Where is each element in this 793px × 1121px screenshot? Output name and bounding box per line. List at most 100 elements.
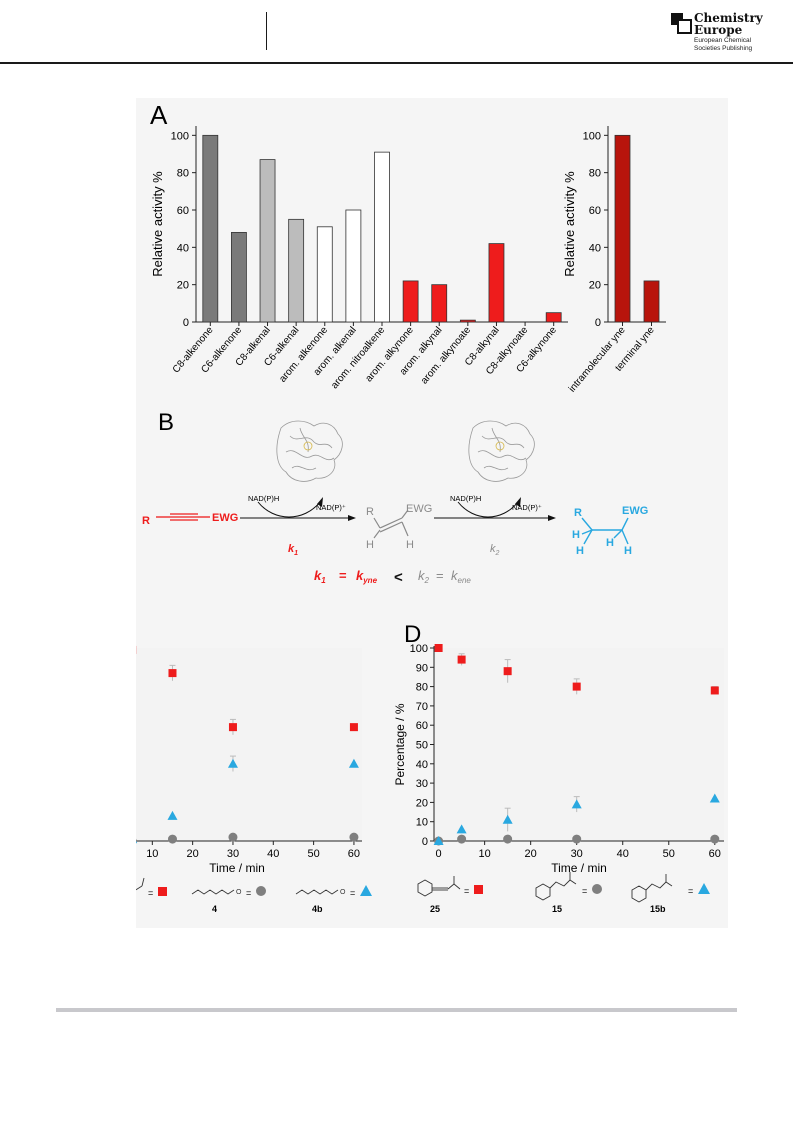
enzyme-structure-icon	[468, 420, 535, 482]
y-tick-label: 80	[589, 168, 601, 180]
chart-c: 01020304050607080901000102030405060Time …	[136, 645, 362, 875]
x-axis-label: Time / min	[209, 861, 265, 875]
k2-label: k2	[490, 543, 500, 557]
legend-blue-triangle	[360, 885, 372, 896]
y-tick-label: 10	[416, 817, 428, 829]
y-tick-label: 100	[583, 130, 601, 142]
plot-area	[136, 648, 362, 841]
intermediate-h-left: H	[366, 539, 374, 551]
compound-25-structure	[417, 876, 461, 897]
bar	[374, 151, 390, 323]
x-tick-label: 30	[571, 848, 583, 860]
reaction-arrow-1: NAD(P)H NAD(P)⁺ k1	[240, 494, 356, 557]
y-tick-label: 100	[171, 130, 189, 142]
x-tick-label: 50	[307, 848, 319, 860]
data-point-circle	[572, 834, 582, 844]
page-header: Chemistry Europe European Chemical Socie…	[0, 0, 793, 64]
x-tick-label: 30	[227, 848, 239, 860]
svg-text:O: O	[340, 889, 346, 896]
reactant-r: R	[142, 515, 150, 527]
y-axis-label: Percentage / %	[393, 703, 407, 785]
data-point-square	[572, 682, 581, 691]
x-tick-label: 40	[617, 848, 629, 860]
logo-title: Chemistry Europe	[694, 11, 763, 37]
legend-compound-25: 25	[430, 904, 440, 914]
y-tick-label: 40	[416, 759, 428, 771]
data-point-square	[457, 655, 466, 664]
y-tick-label: 60	[177, 205, 189, 217]
compound-15-structure	[535, 872, 577, 901]
publisher-logo[interactable]: Chemistry Europe European Chemical Socie…	[670, 12, 780, 56]
rate-k1: k1	[314, 568, 326, 585]
rate-kyne: kyne	[356, 568, 378, 585]
data-point-circle	[503, 834, 513, 844]
panel-c: C 01020304050607080901000102030405060Tim…	[136, 645, 372, 914]
data-point-triangle	[571, 799, 582, 809]
legend-eq-2: =	[246, 888, 251, 898]
panel-b: B R EWG	[142, 409, 648, 586]
legend-eq-1: =	[148, 888, 153, 898]
chemistry-europe-logo-icon	[671, 13, 692, 34]
chart-d: 0 10 20 30 40 50 60 70 80 90 100 0 10 20 30 40 50 60 Time …	[393, 643, 724, 875]
data-point-triangle	[167, 810, 178, 820]
header-rule	[0, 62, 793, 64]
y-tick-label: 100	[410, 643, 428, 655]
y-tick-label: 20	[589, 280, 601, 292]
y-axis-label: Relative activity %	[150, 171, 165, 277]
intermediate-h-right: H	[406, 539, 414, 551]
product-h3: H	[606, 537, 614, 549]
data-point-square	[349, 723, 358, 732]
x-tick-label: 60	[709, 848, 721, 860]
y-tick-label: 50	[416, 740, 428, 752]
product-h4: H	[624, 545, 632, 557]
data-point-square	[228, 723, 237, 732]
y-tick-label: 80	[177, 168, 189, 180]
legend-red-square	[158, 887, 167, 896]
rate-eq1: =	[339, 568, 347, 583]
x-tick-label: 40	[267, 848, 279, 860]
bar	[288, 218, 305, 323]
compound-23-structure	[136, 877, 145, 891]
data-point-circle	[167, 834, 177, 844]
x-tick-label: 50	[663, 848, 675, 860]
legend-eq-3: =	[350, 888, 355, 898]
data-point-triangle	[709, 793, 720, 803]
cofactor-out-2: NAD(P)⁺	[512, 503, 542, 512]
x-tick-label: 10	[479, 848, 491, 860]
cofactor-in-2: NAD(P)H	[450, 494, 481, 503]
y-tick-label: 40	[589, 242, 601, 254]
bar	[431, 284, 448, 323]
x-tick-label: 0	[436, 848, 442, 860]
rate-kene: kene	[451, 568, 471, 585]
svg-text:O: O	[236, 889, 242, 896]
product-r: R	[574, 507, 582, 519]
legend-blue-triangle-d	[698, 883, 710, 894]
alkane-product: R EWG H H H H	[572, 505, 648, 557]
y-tick-label: 80	[416, 682, 428, 694]
y-tick-label: 20	[416, 797, 428, 809]
legend-compound-15b: 15b	[650, 904, 666, 914]
data-point-circle	[349, 832, 359, 842]
y-tick-label: 0	[183, 317, 189, 329]
intermediate-ewg: EWG	[406, 503, 432, 515]
data-point-square	[710, 686, 719, 695]
legend-compound-4: 4	[212, 904, 217, 914]
panel-a-label: A	[150, 100, 168, 130]
legend-compound-4b: 4b	[312, 904, 323, 914]
y-tick-label: 20	[177, 280, 189, 292]
legend-eq-5: =	[582, 886, 587, 896]
alkene-intermediate: R EWG H H	[366, 503, 432, 551]
logo-subtitle: European Chemical Societies Publishing	[694, 37, 753, 52]
x-tick-label: 60	[348, 848, 360, 860]
product-h2: H	[576, 545, 584, 557]
k1-label: k1	[288, 543, 298, 557]
legend-eq-4: =	[464, 886, 469, 896]
bar	[643, 280, 660, 323]
reactant-ewg: EWG	[212, 512, 238, 524]
y-tick-label: 40	[177, 242, 189, 254]
data-point-circle	[710, 834, 720, 844]
compound-4b-structure: O	[295, 889, 346, 896]
bar	[459, 319, 476, 323]
legend-gray-circle	[256, 886, 266, 896]
